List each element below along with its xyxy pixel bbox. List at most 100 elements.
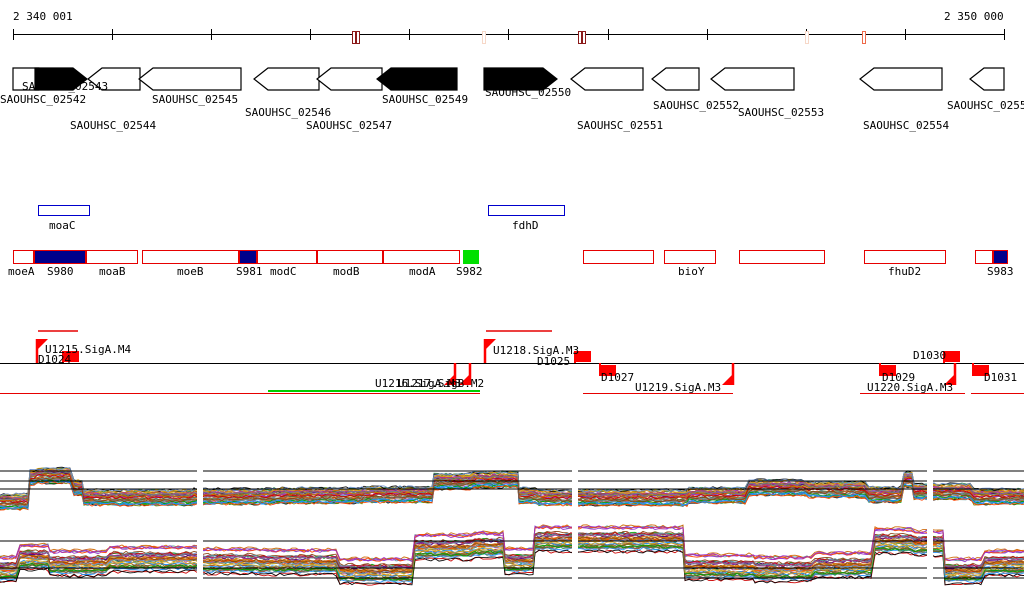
- operon-feature-box[interactable]: [664, 250, 716, 264]
- expression-profile-track: [0, 455, 1024, 611]
- gene-label: SAOUHSC_02553: [738, 106, 825, 119]
- expression-series-line: [0, 469, 1024, 499]
- operon-feature-label: modB: [333, 265, 360, 278]
- operon-feature-track: moeA S980 moaB moeB S981 modC modB modA S982 bioY…: [0, 0, 1024, 285]
- gene-arrow[interactable]: [253, 67, 320, 91]
- expression-series-line: [0, 473, 1024, 504]
- operon-feature-box[interactable]: [257, 250, 317, 264]
- operon-feature-box[interactable]: [463, 250, 479, 264]
- ruler-tick: [608, 29, 609, 40]
- gene-label: SAOUHSC_02544: [70, 119, 157, 132]
- operon-feature-box[interactable]: [34, 250, 86, 264]
- expression-plot-svg: [0, 455, 1024, 611]
- blue-feature-track: moaC fdhD: [0, 0, 1024, 235]
- ruler-tick: [905, 29, 906, 40]
- operon-feature-box[interactable]: [739, 250, 825, 264]
- promoter-arrow-flag[interactable]: [444, 374, 455, 385]
- promoter-terminator-track: U1215.SigA.M4 D1024 U1216.SigA.M3 U1217.Sig…: [0, 330, 1024, 394]
- ruler-tick: [211, 29, 212, 40]
- operon-feature-label: S983: [987, 265, 1014, 278]
- terminator-box[interactable]: [600, 365, 616, 376]
- ruler-tick: [1004, 29, 1005, 40]
- gene-label: SAOUHSC_02542: [0, 93, 87, 106]
- promoter-baseline: [0, 363, 1024, 364]
- promoter-region-underline: [0, 393, 480, 394]
- ruler-tick: [13, 29, 14, 40]
- expression-series-line: [0, 481, 1024, 511]
- gene-label: SAOUHSC_02547: [306, 119, 393, 132]
- terminator-box[interactable]: [63, 351, 79, 362]
- promoter-region-underline: [971, 393, 1024, 394]
- gene-arrow[interactable]: [316, 67, 383, 91]
- ruler-site-mark[interactable]: [805, 31, 809, 44]
- blue-feature-box[interactable]: [488, 205, 565, 216]
- promoter-arrow-flag[interactable]: [459, 374, 470, 385]
- expression-region-gap: [927, 455, 933, 611]
- promoter-feature-label: U1219.SigA.M3: [635, 381, 722, 394]
- gene-label: SAOUHSC_02543: [22, 80, 109, 93]
- operon-feature-box[interactable]: [317, 250, 383, 264]
- gene-arrow[interactable]: [376, 67, 458, 91]
- ruler-site-mark[interactable]: [356, 31, 360, 44]
- promoter-region-underline: [268, 390, 480, 392]
- expression-series-line: [0, 544, 1024, 581]
- promoter-feature-label: D1030: [913, 349, 947, 362]
- promoter-svg: [35, 330, 989, 385]
- operon-feature-label: moeA: [8, 265, 35, 278]
- operon-feature-box[interactable]: [993, 250, 1008, 264]
- promoter-arrow-flag[interactable]: [944, 374, 955, 385]
- promoter-feature-label: U1220.SigA.M3: [867, 381, 954, 394]
- gene-arrow[interactable]: [34, 67, 88, 91]
- promoter-arrow-flag[interactable]: [722, 374, 733, 385]
- operon-feature-box[interactable]: [86, 250, 138, 264]
- operon-feature-box[interactable]: [142, 250, 239, 264]
- promoter-feature-label: D1025: [537, 355, 571, 368]
- blue-feature-box[interactable]: [38, 205, 90, 216]
- gene-arrow[interactable]: [87, 67, 141, 91]
- terminator-box[interactable]: [973, 365, 989, 376]
- terminator-box[interactable]: [944, 351, 960, 362]
- ruler-site-mark[interactable]: [578, 31, 582, 44]
- gene-arrow[interactable]: [651, 67, 700, 91]
- operon-feature-box[interactable]: [239, 250, 257, 264]
- terminator-box[interactable]: [575, 351, 591, 362]
- terminator-box[interactable]: [880, 365, 896, 376]
- operon-feature-box[interactable]: [13, 250, 34, 264]
- promoter-region-underline: [583, 393, 733, 394]
- blue-feature-label: fdhD: [512, 219, 539, 232]
- operon-feature-box[interactable]: [864, 250, 946, 264]
- promoter-feature-label: D1027: [601, 371, 635, 384]
- expression-series-line: [0, 530, 1024, 567]
- operon-feature-box[interactable]: [583, 250, 654, 264]
- ruler-site-mark[interactable]: [862, 31, 866, 44]
- gene-arrow[interactable]: [969, 67, 1005, 91]
- operon-feature-label: moeB: [177, 265, 204, 278]
- gene-label: SAOUHSC_02550: [485, 86, 572, 99]
- promoter-feature-label: D1029: [882, 371, 916, 384]
- gene-arrow-track: SAOUHSC_02542 SAOUHSC_02543 SAOUHSC_02544 S…: [0, 0, 1024, 140]
- gene-arrow[interactable]: [710, 67, 795, 91]
- gene-label: SAOUHSC_02546: [245, 106, 332, 119]
- ruler-tick: [508, 29, 509, 40]
- gene-label: SAOUHSC_02545: [152, 93, 239, 106]
- ruler-site-mark[interactable]: [352, 31, 356, 44]
- gene-arrow[interactable]: [138, 67, 242, 91]
- ruler-start-coordinate: 2 340 001: [13, 10, 73, 23]
- expression-series-line: [0, 478, 1024, 509]
- blue-feature-label: moaC: [49, 219, 76, 232]
- ruler-site-mark[interactable]: [582, 31, 586, 44]
- gene-arrow[interactable]: [859, 67, 943, 91]
- gene-arrow[interactable]: [483, 67, 558, 91]
- expression-series-line: [0, 471, 1024, 501]
- ruler-end-coordinate: 2 350 000: [944, 10, 1004, 23]
- promoter-arrow-flag[interactable]: [37, 339, 48, 350]
- promoter-arrow-flag[interactable]: [485, 339, 496, 350]
- promoter-feature-label: U1216.SigA.M3: [375, 377, 462, 390]
- expression-series-line: [0, 533, 1024, 570]
- operon-feature-box[interactable]: [383, 250, 460, 264]
- promoter-feature-label: U1218.SigA.M3: [493, 344, 580, 357]
- ruler-site-mark[interactable]: [482, 31, 486, 44]
- gene-arrow[interactable]: [570, 67, 644, 91]
- operon-feature-box[interactable]: [975, 250, 993, 264]
- expression-series-line: [0, 533, 1024, 570]
